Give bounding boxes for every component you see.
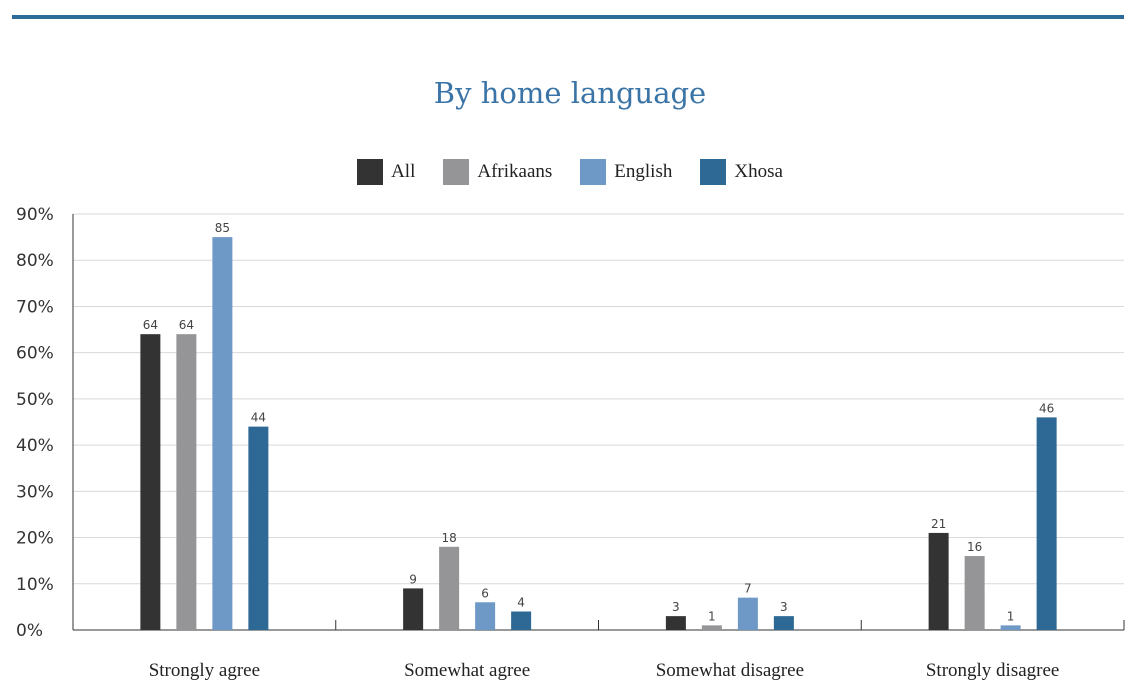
bar-english	[737, 597, 758, 630]
x-category-label: Somewhat agree	[404, 660, 530, 681]
data-label: 16	[967, 540, 982, 554]
data-label: 18	[441, 531, 456, 545]
data-label: 85	[215, 221, 230, 235]
data-label: 4	[517, 596, 525, 610]
bar-all	[928, 532, 949, 630]
y-tick-label: 30%	[16, 482, 54, 502]
legend: All Afrikaans English Xhosa	[0, 158, 1140, 186]
y-tick-label: 50%	[16, 390, 54, 410]
y-tick-label: 90%	[16, 205, 54, 225]
legend-label: Afrikaans	[477, 161, 553, 182]
legend-item-afrikaans: Afrikaans	[443, 159, 552, 185]
bar-afrikaans	[701, 625, 722, 630]
data-label: 44	[251, 411, 266, 425]
data-label: 46	[1039, 401, 1054, 415]
bar-xhosa	[248, 426, 269, 630]
data-label: 1	[1007, 609, 1015, 623]
y-tick-label: 40%	[16, 436, 54, 456]
y-tick-label: 20%	[16, 529, 54, 549]
data-label: 64	[179, 318, 194, 332]
legend-swatch	[357, 159, 384, 185]
y-tick-label: 60%	[16, 344, 54, 364]
y-tick-label: 70%	[16, 297, 54, 317]
bar-afrikaans	[964, 556, 985, 630]
bar-english	[212, 237, 233, 630]
y-tick-label: 80%	[16, 251, 54, 271]
bar-afrikaans	[176, 334, 197, 630]
legend-swatch	[580, 159, 607, 185]
bar-afrikaans	[439, 546, 460, 630]
data-label: 9	[409, 572, 417, 586]
bar-xhosa	[1036, 417, 1057, 630]
y-tick-label: 0%	[16, 621, 43, 641]
x-category-label: Strongly agree	[149, 660, 260, 681]
bar-all	[140, 334, 161, 630]
legend-item-all: All	[357, 159, 415, 185]
data-label: 21	[931, 517, 946, 531]
data-label: 7	[744, 582, 752, 596]
data-label: 64	[143, 318, 158, 332]
bar-all	[403, 588, 424, 630]
bar-english	[475, 602, 496, 630]
data-label: 3	[672, 600, 680, 614]
bar-xhosa	[773, 616, 794, 630]
legend-item-english: English	[580, 159, 672, 185]
legend-item-xhosa: Xhosa	[700, 159, 783, 185]
bar-xhosa	[511, 611, 532, 630]
data-label: 3	[780, 600, 788, 614]
x-category-label: Somewhat disagree	[656, 660, 804, 681]
y-tick-label: 10%	[16, 575, 54, 595]
bar-english	[1000, 625, 1021, 630]
chart-title: By home language	[433, 76, 707, 110]
data-label: 1	[708, 609, 716, 623]
top-rule	[12, 15, 1124, 19]
legend-label: Xhosa	[734, 161, 783, 182]
legend-swatch	[443, 159, 470, 185]
legend-label: All	[391, 161, 416, 182]
bar-all	[665, 616, 686, 630]
legend-swatch	[700, 159, 727, 185]
legend-label: English	[614, 161, 673, 182]
data-label: 6	[481, 586, 489, 600]
x-category-label: Strongly disagree	[926, 660, 1060, 681]
